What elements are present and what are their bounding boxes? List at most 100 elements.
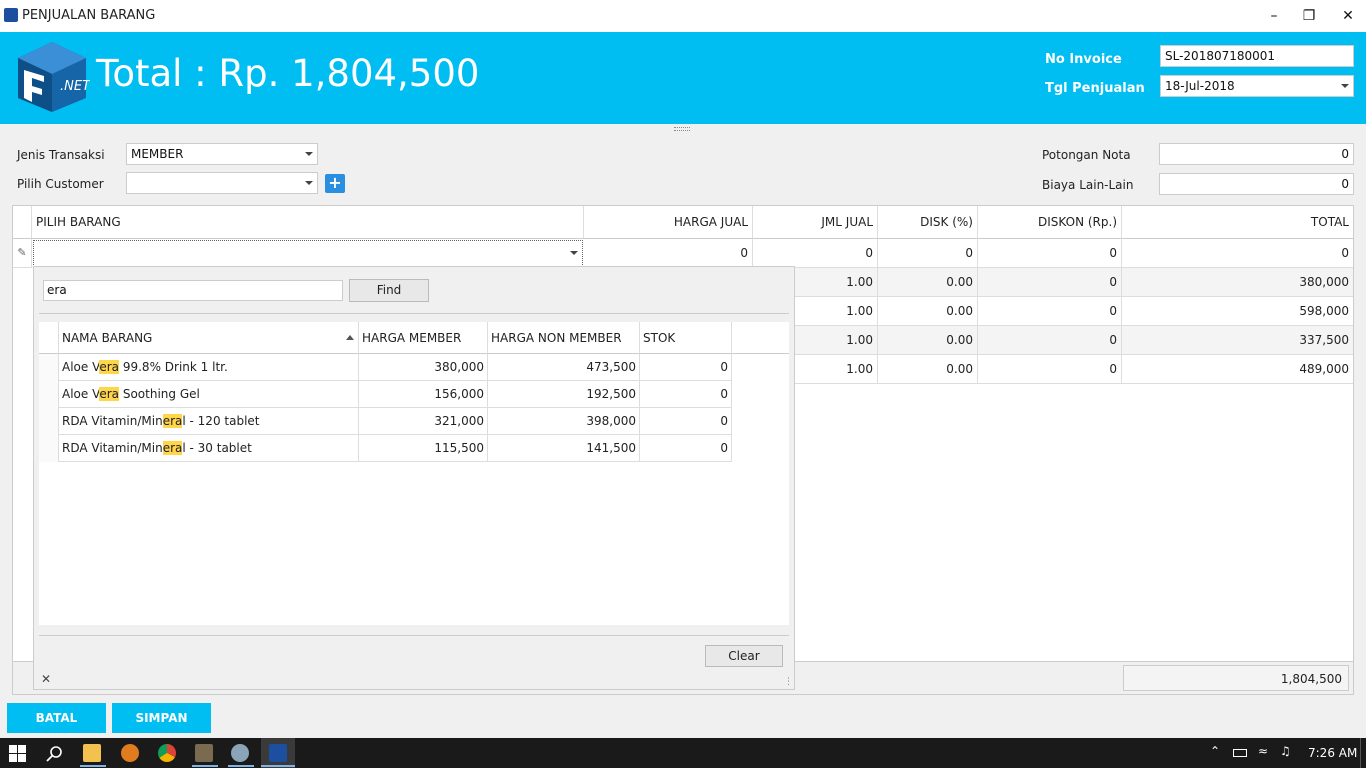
chevron-down-icon[interactable] bbox=[305, 152, 313, 156]
splitter-grip[interactable] bbox=[674, 127, 690, 131]
table-row[interactable]: 1.00 bbox=[753, 355, 878, 384]
table-cell[interactable]: 0.00 bbox=[878, 268, 978, 297]
edit-total[interactable]: 0 bbox=[1122, 239, 1353, 268]
table-cell[interactable]: 337,500 bbox=[1122, 326, 1353, 355]
table-cell[interactable]: 380,000 bbox=[1122, 268, 1353, 297]
pilih-customer-select[interactable] bbox=[126, 172, 318, 194]
item-name-part: Aloe V bbox=[62, 387, 100, 401]
list-item[interactable]: RDA Vitamin/Mineral - 30 tablet bbox=[59, 435, 359, 462]
item-harga-member[interactable]: 156,000 bbox=[359, 381, 488, 408]
edit-jml-jual[interactable]: 0 bbox=[753, 239, 878, 268]
close-popup-icon[interactable]: ✕ bbox=[41, 672, 52, 686]
item-harga-non-member[interactable]: 398,000 bbox=[488, 408, 640, 435]
col-harga-jual[interactable]: HARGA JUAL bbox=[584, 206, 753, 239]
item-harga-non-member[interactable]: 141,500 bbox=[488, 435, 640, 462]
running-indicator bbox=[192, 765, 218, 767]
biaya-lain-field[interactable]: 0 bbox=[1159, 173, 1354, 195]
add-customer-button[interactable]: + bbox=[325, 174, 345, 193]
search-highlight: era bbox=[162, 414, 183, 428]
col-pilih-barang[interactable]: PILIH BARANG bbox=[32, 206, 584, 239]
table-cell[interactable]: 0 bbox=[978, 355, 1122, 384]
item-stok[interactable]: 0 bbox=[640, 408, 732, 435]
potongan-nota-field[interactable]: 0 bbox=[1159, 143, 1354, 165]
windows-start-icon[interactable] bbox=[9, 745, 26, 762]
tgl-penjualan-picker[interactable]: 18-Jul-2018 bbox=[1160, 75, 1354, 97]
edit-harga-jual[interactable]: 0 bbox=[584, 239, 753, 268]
item-harga-member[interactable]: 321,000 bbox=[359, 408, 488, 435]
wifi-icon[interactable]: ≈ bbox=[1258, 744, 1269, 758]
restore-button[interactable]: ❐ bbox=[1302, 8, 1316, 24]
table-cell[interactable]: 0 bbox=[978, 326, 1122, 355]
minimize-button[interactable]: – bbox=[1270, 8, 1278, 24]
item-harga-member[interactable]: 115,500 bbox=[359, 435, 488, 462]
app-icon-orange[interactable] bbox=[121, 744, 139, 762]
show-desktop-button[interactable] bbox=[1360, 738, 1366, 768]
pilih-barang-combo[interactable] bbox=[33, 240, 583, 267]
find-button[interactable]: Find bbox=[349, 279, 429, 302]
jenis-transaksi-select[interactable]: MEMBER bbox=[126, 143, 318, 165]
table-row[interactable]: 1.00 bbox=[753, 297, 878, 326]
table-cell[interactable]: 0.00 bbox=[878, 355, 978, 384]
lookup-indicator-header bbox=[39, 322, 59, 354]
table-cell[interactable]: 489,000 bbox=[1122, 355, 1353, 384]
row-indicator-header bbox=[13, 206, 32, 239]
col-harga-non-member[interactable]: HARGA NON MEMBER bbox=[488, 322, 640, 354]
search-highlight: era bbox=[99, 387, 120, 401]
item-name-part: RDA Vitamin/Min bbox=[62, 441, 163, 455]
chevron-up-icon[interactable]: ⌃ bbox=[1210, 744, 1221, 758]
table-cell[interactable]: 598,000 bbox=[1122, 297, 1353, 326]
chevron-down-icon[interactable] bbox=[570, 251, 578, 255]
table-cell[interactable]: 0.00 bbox=[878, 297, 978, 326]
list-item[interactable]: Aloe Vera 99.8% Drink 1 ltr. bbox=[59, 354, 359, 381]
col-disk-persen[interactable]: DISK (%) bbox=[878, 206, 978, 239]
row-indicator-column bbox=[39, 354, 59, 462]
volume-icon[interactable]: ♫ bbox=[1280, 744, 1291, 758]
list-item[interactable]: RDA Vitamin/Mineral - 120 tablet bbox=[59, 408, 359, 435]
running-indicator bbox=[228, 765, 254, 767]
sort-ascending-icon bbox=[346, 335, 354, 340]
col-total[interactable]: TOTAL bbox=[1122, 206, 1353, 239]
clock-time[interactable]: 7:26 AM bbox=[1308, 746, 1358, 760]
table-cell[interactable]: 0 bbox=[978, 268, 1122, 297]
col-nama-barang[interactable]: NAMA BARANG bbox=[59, 322, 359, 354]
grid-rows: 1.00 0.00 0 380,000 1.00 0.00 0 598,000 … bbox=[13, 268, 1353, 384]
col-stok[interactable]: STOK bbox=[640, 322, 732, 354]
col-harga-member[interactable]: HARGA MEMBER bbox=[359, 322, 488, 354]
item-harga-member[interactable]: 380,000 bbox=[359, 354, 488, 381]
table-cell[interactable]: 0 bbox=[978, 297, 1122, 326]
battery-icon[interactable] bbox=[1233, 749, 1247, 757]
fnet-logo: .NET bbox=[18, 42, 90, 112]
simpan-button[interactable]: SIMPAN bbox=[112, 703, 211, 733]
search-input[interactable]: era bbox=[43, 280, 343, 301]
edit-diskon[interactable]: 0 bbox=[978, 239, 1122, 268]
divider bbox=[39, 635, 789, 636]
chevron-down-icon[interactable] bbox=[1341, 84, 1349, 88]
chrome-icon[interactable] bbox=[158, 744, 176, 762]
running-indicator bbox=[261, 765, 295, 767]
col-diskon-rp[interactable]: DISKON (Rp.) bbox=[978, 206, 1122, 239]
no-invoice-field[interactable]: SL-201807180001 bbox=[1160, 45, 1354, 67]
item-name-part: RDA Vitamin/Min bbox=[62, 414, 163, 428]
item-stok[interactable]: 0 bbox=[640, 354, 732, 381]
app-icon-brown[interactable] bbox=[195, 744, 213, 762]
item-harga-non-member[interactable]: 192,500 bbox=[488, 381, 640, 408]
list-item[interactable]: Aloe Vera Soothing Gel bbox=[59, 381, 359, 408]
item-harga-non-member[interactable]: 473,500 bbox=[488, 354, 640, 381]
item-name-part: Aloe V bbox=[62, 360, 100, 374]
edit-disk[interactable]: 0 bbox=[878, 239, 978, 268]
app-icon-gray[interactable] bbox=[231, 744, 249, 762]
taskbar-active-app[interactable] bbox=[261, 738, 295, 768]
resize-grip-icon[interactable]: ⋮ bbox=[784, 677, 793, 687]
file-explorer-icon[interactable] bbox=[83, 744, 101, 762]
chevron-down-icon[interactable] bbox=[305, 181, 313, 185]
item-stok[interactable]: 0 bbox=[640, 435, 732, 462]
item-name-part: Soothing Gel bbox=[119, 387, 200, 401]
search-icon[interactable] bbox=[46, 745, 63, 762]
col-jml-jual[interactable]: JML JUAL bbox=[753, 206, 878, 239]
item-stok[interactable]: 0 bbox=[640, 381, 732, 408]
close-button[interactable]: ✕ bbox=[1342, 8, 1354, 24]
clear-button[interactable]: Clear bbox=[705, 645, 783, 667]
table-cell[interactable]: 0.00 bbox=[878, 326, 978, 355]
title-bar: PENJUALAN BARANG – ❐ ✕ bbox=[0, 0, 1366, 32]
batal-button[interactable]: BATAL bbox=[7, 703, 106, 733]
